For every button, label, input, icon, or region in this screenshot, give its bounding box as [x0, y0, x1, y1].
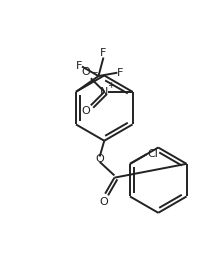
Text: O: O [100, 197, 108, 207]
Text: F: F [75, 61, 82, 71]
Text: +: + [107, 81, 114, 90]
Text: O: O [81, 106, 90, 117]
Text: N: N [100, 87, 109, 97]
Text: O: O [81, 67, 90, 77]
Text: −: − [91, 67, 98, 76]
Text: O: O [95, 154, 104, 164]
Text: F: F [117, 68, 124, 78]
Text: Cl: Cl [148, 149, 159, 159]
Text: F: F [100, 48, 107, 57]
